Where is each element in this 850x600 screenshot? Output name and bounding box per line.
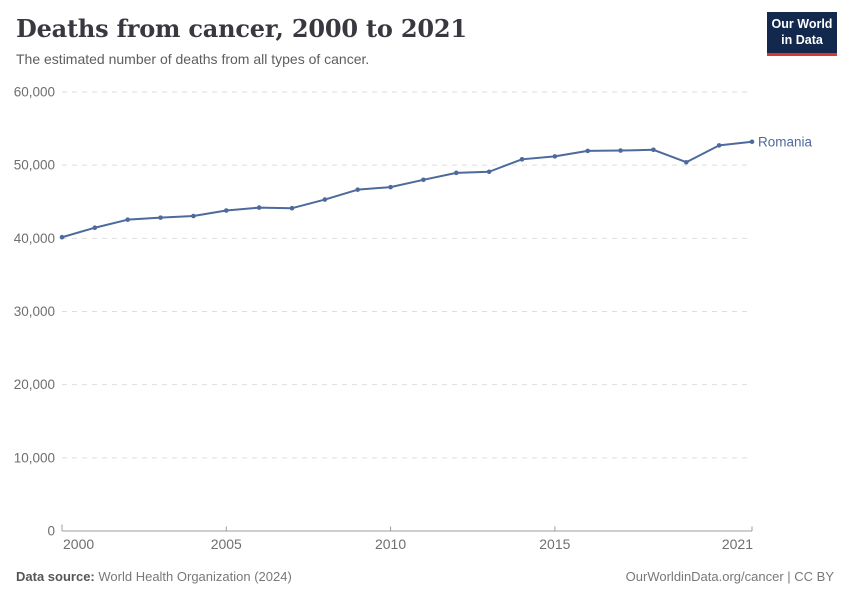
owid-logo-line1: Our World [771,17,833,31]
data-source-value: World Health Organization (2024) [98,569,292,584]
attribution-link[interactable]: OurWorldinData.org/cancer | CC BY [625,569,834,584]
data-point-marker[interactable] [289,205,295,211]
data-point-marker[interactable] [191,213,196,219]
x-axis-tick-label: 2000 [63,536,94,552]
data-point-marker[interactable] [421,177,426,183]
owid-logo: Our World in Data [767,12,837,56]
data-point-marker[interactable] [223,208,229,213]
y-axis-tick-label: 50,000 [14,158,55,173]
y-axis-tick-label: 60,000 [14,85,55,100]
data-point-marker[interactable] [716,143,722,148]
data-point-marker[interactable] [59,234,65,240]
series-end-label[interactable]: Romania [758,134,813,149]
data-point-marker[interactable] [618,148,623,153]
data-point-marker[interactable] [519,157,525,162]
y-axis-tick-label: 0 [47,524,55,539]
data-point-marker[interactable] [256,205,262,210]
data-point-marker[interactable] [125,217,131,222]
data-point-marker[interactable] [486,169,492,175]
data-point-marker[interactable] [453,170,459,176]
y-axis-tick-label: 40,000 [14,231,55,246]
data-point-marker[interactable] [158,215,163,220]
trend-line[interactable] [61,140,753,239]
y-axis-tick-label: 30,000 [14,304,55,319]
x-axis-tick-label: 2005 [211,536,242,552]
y-axis-tick-label: 10,000 [14,450,55,465]
data-source: Data source: World Health Organization (… [16,569,292,584]
data-point-marker[interactable] [749,139,755,145]
y-axis-tick-label: 20,000 [14,377,55,392]
page-title: Deaths from cancer, 2000 to 2021 [16,14,467,43]
x-axis-tick-label: 2010 [375,536,406,552]
data-point-marker[interactable] [651,147,656,153]
x-axis-tick-label: 2015 [539,536,570,552]
data-point-marker[interactable] [92,225,98,231]
data-point-marker[interactable] [322,197,328,202]
data-source-label: Data source: [16,569,95,584]
owid-logo-line2: in Data [781,32,823,47]
chart-subtitle: The estimated number of deaths from all … [16,51,370,67]
chart-footer: Data source: World Health Organization (… [16,569,834,584]
data-point-marker[interactable] [388,184,393,190]
data-point-marker[interactable] [552,154,558,159]
x-axis-tick-label: 2021 [722,536,753,552]
data-point-marker[interactable] [355,187,361,192]
data-point-marker[interactable] [683,159,689,165]
data-point-marker[interactable] [585,148,591,154]
